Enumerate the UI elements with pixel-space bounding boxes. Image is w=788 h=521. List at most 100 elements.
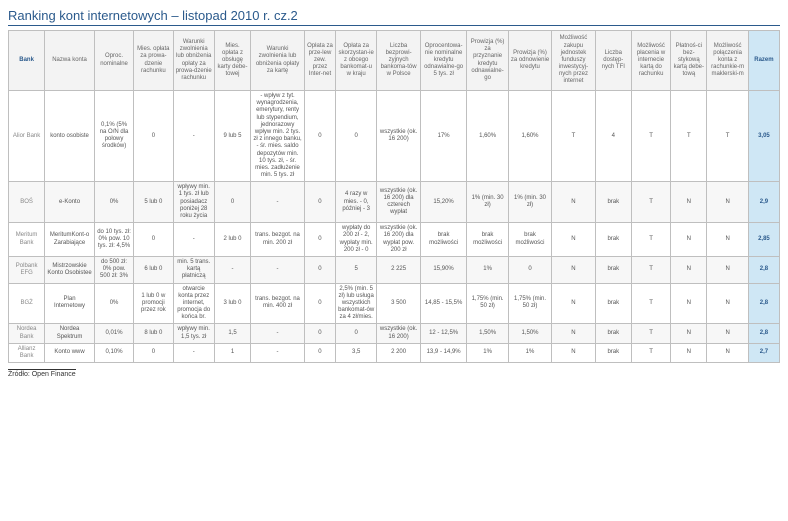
data-cell: - — [173, 343, 214, 362]
column-header: Warunki zwolnienia lub obniżenia opłaty … — [173, 31, 214, 91]
data-cell: 0 — [134, 223, 173, 257]
data-cell: N — [671, 324, 707, 343]
data-cell: wpływy min. 1,5 tys. zł — [173, 324, 214, 343]
data-cell: 5 lub 0 — [134, 182, 173, 223]
data-cell: T — [552, 91, 595, 182]
data-cell: MeritumKont-o Zarabiające — [45, 223, 95, 257]
column-header: Oproc. nominalne — [94, 31, 133, 91]
column-header: Możliwość płacenia w internecie kartą do… — [631, 31, 670, 91]
column-header: Mies. opłata z obsługę karty debe-towej — [214, 31, 250, 91]
data-cell: 6 lub 0 — [134, 256, 173, 283]
data-cell: 0 — [214, 182, 250, 223]
data-cell: 0 — [304, 256, 335, 283]
data-cell: wypłaty do 200 zł - 2, wypłaty min. 200 … — [335, 223, 376, 257]
data-cell: brak możliwości — [508, 223, 551, 257]
data-cell: 0 — [304, 91, 335, 182]
data-cell: wszystkie (ok. 16 200) dla czterech wypł… — [377, 182, 420, 223]
bank-cell: BGŻ — [9, 283, 45, 324]
data-cell: Nordea Spektrum — [45, 324, 95, 343]
data-cell: 1% — [467, 256, 508, 283]
data-cell: brak — [595, 256, 631, 283]
data-cell: N — [671, 343, 707, 362]
column-header: Liczba dostęp-nych TFI — [595, 31, 631, 91]
column-header: Opłata za skorzystan-ie z obcego bankoma… — [335, 31, 376, 91]
data-cell: 1,60% — [508, 91, 551, 182]
data-cell: 2 lub 0 — [214, 223, 250, 257]
data-cell: 13,9 - 14,9% — [420, 343, 467, 362]
data-cell: N — [671, 223, 707, 257]
data-cell: 1% (min. 30 zł) — [467, 182, 508, 223]
data-cell: 15,20% — [420, 182, 467, 223]
data-cell: trans. bezgot. na min. 400 zł — [251, 283, 305, 324]
data-cell: 1,50% — [467, 324, 508, 343]
data-cell: - — [251, 324, 305, 343]
data-cell: T — [707, 91, 748, 182]
data-cell: wpływy min. 1 tys. zł lub posiadacz poni… — [173, 182, 214, 223]
data-cell: 0 — [508, 256, 551, 283]
data-cell: 5 — [335, 256, 376, 283]
column-header: Możliwość połączenia konta z rachunkie-m… — [707, 31, 748, 91]
razem-cell: 2,85 — [748, 223, 779, 257]
data-cell: brak możliwości — [420, 223, 467, 257]
data-cell: T — [631, 256, 670, 283]
column-header: Warunki zwolnienia lub obniżenia opłaty … — [251, 31, 305, 91]
data-cell: 1% — [467, 343, 508, 362]
column-header: Nazwa konta — [45, 31, 95, 91]
data-cell: 3 lub 0 — [214, 283, 250, 324]
bank-cell: Polbank EFG — [9, 256, 45, 283]
data-cell: 2 200 — [377, 343, 420, 362]
data-cell: 9 lub 5 — [214, 91, 250, 182]
data-cell: 1% — [508, 343, 551, 362]
data-cell: N — [671, 283, 707, 324]
data-cell: 3,5 — [335, 343, 376, 362]
column-header: Prowizja (%) za odnowienie kredytu — [508, 31, 551, 91]
data-cell: do 10 tys. zł: 0% pow. 10 tys. zł: 4,5% — [94, 223, 133, 257]
data-cell: 0 — [304, 343, 335, 362]
data-cell: 0,01% — [94, 324, 133, 343]
data-cell: 8 lub 0 — [134, 324, 173, 343]
data-cell: - — [173, 223, 214, 257]
data-cell: 1,5 — [214, 324, 250, 343]
data-cell: 14,85 - 15,5% — [420, 283, 467, 324]
data-cell: 1,75% (min. 50 zł) — [508, 283, 551, 324]
data-cell: N — [707, 343, 748, 362]
table-row: BOŚe-Konto0%5 lub 0wpływy min. 1 tys. zł… — [9, 182, 780, 223]
table-header-row: BankNazwa kontaOproc. nominalneMies. opł… — [9, 31, 780, 91]
data-cell: 1 — [214, 343, 250, 362]
data-cell: 0% — [94, 283, 133, 324]
column-header: Mies. opłata za prowa-dzenie rachunku — [134, 31, 173, 91]
data-cell: - — [251, 256, 305, 283]
data-cell: min. 5 trans. kartą płatniczą — [173, 256, 214, 283]
data-cell: wszystkie (ok. 16 200) — [377, 324, 420, 343]
data-cell: - wpływ z tyt. wynagrodzenia, emerytury,… — [251, 91, 305, 182]
data-cell: N — [552, 343, 595, 362]
data-cell: 0 — [134, 91, 173, 182]
data-cell: - — [251, 182, 305, 223]
bank-cell: Nordea Bank — [9, 324, 45, 343]
data-cell: 3 500 — [377, 283, 420, 324]
data-cell: T — [631, 324, 670, 343]
data-cell: wszystkie (ok. 16 200) dla wypłat pow. 2… — [377, 223, 420, 257]
column-header: Prowizja (%) za przyznanie kredytu odnaw… — [467, 31, 508, 91]
data-cell: N — [707, 324, 748, 343]
data-cell: T — [631, 223, 670, 257]
data-cell: 0 — [304, 283, 335, 324]
data-cell: 0 — [304, 324, 335, 343]
data-cell: 4 — [595, 91, 631, 182]
data-cell: 4 razy w mies. - 0, później - 3 — [335, 182, 376, 223]
data-cell: N — [707, 223, 748, 257]
data-cell: - — [214, 256, 250, 283]
data-cell: N — [552, 223, 595, 257]
data-cell: 0 — [335, 91, 376, 182]
data-cell: 0,1% (5% na O/N dla połowy środków) — [94, 91, 133, 182]
data-cell: N — [552, 182, 595, 223]
razem-cell: 2,7 — [748, 343, 779, 362]
data-cell: T — [631, 343, 670, 362]
table-row: BGŻPlan Internetowy0%1 lub 0 w promocji … — [9, 283, 780, 324]
source-label: Źródło: Open Finance — [8, 369, 76, 378]
bank-cell: Alior Bank — [9, 91, 45, 182]
data-cell: T — [671, 91, 707, 182]
data-cell: konto osobiste — [45, 91, 95, 182]
page-title: Ranking kont internetowych – listopad 20… — [8, 8, 780, 26]
data-cell: N — [552, 256, 595, 283]
